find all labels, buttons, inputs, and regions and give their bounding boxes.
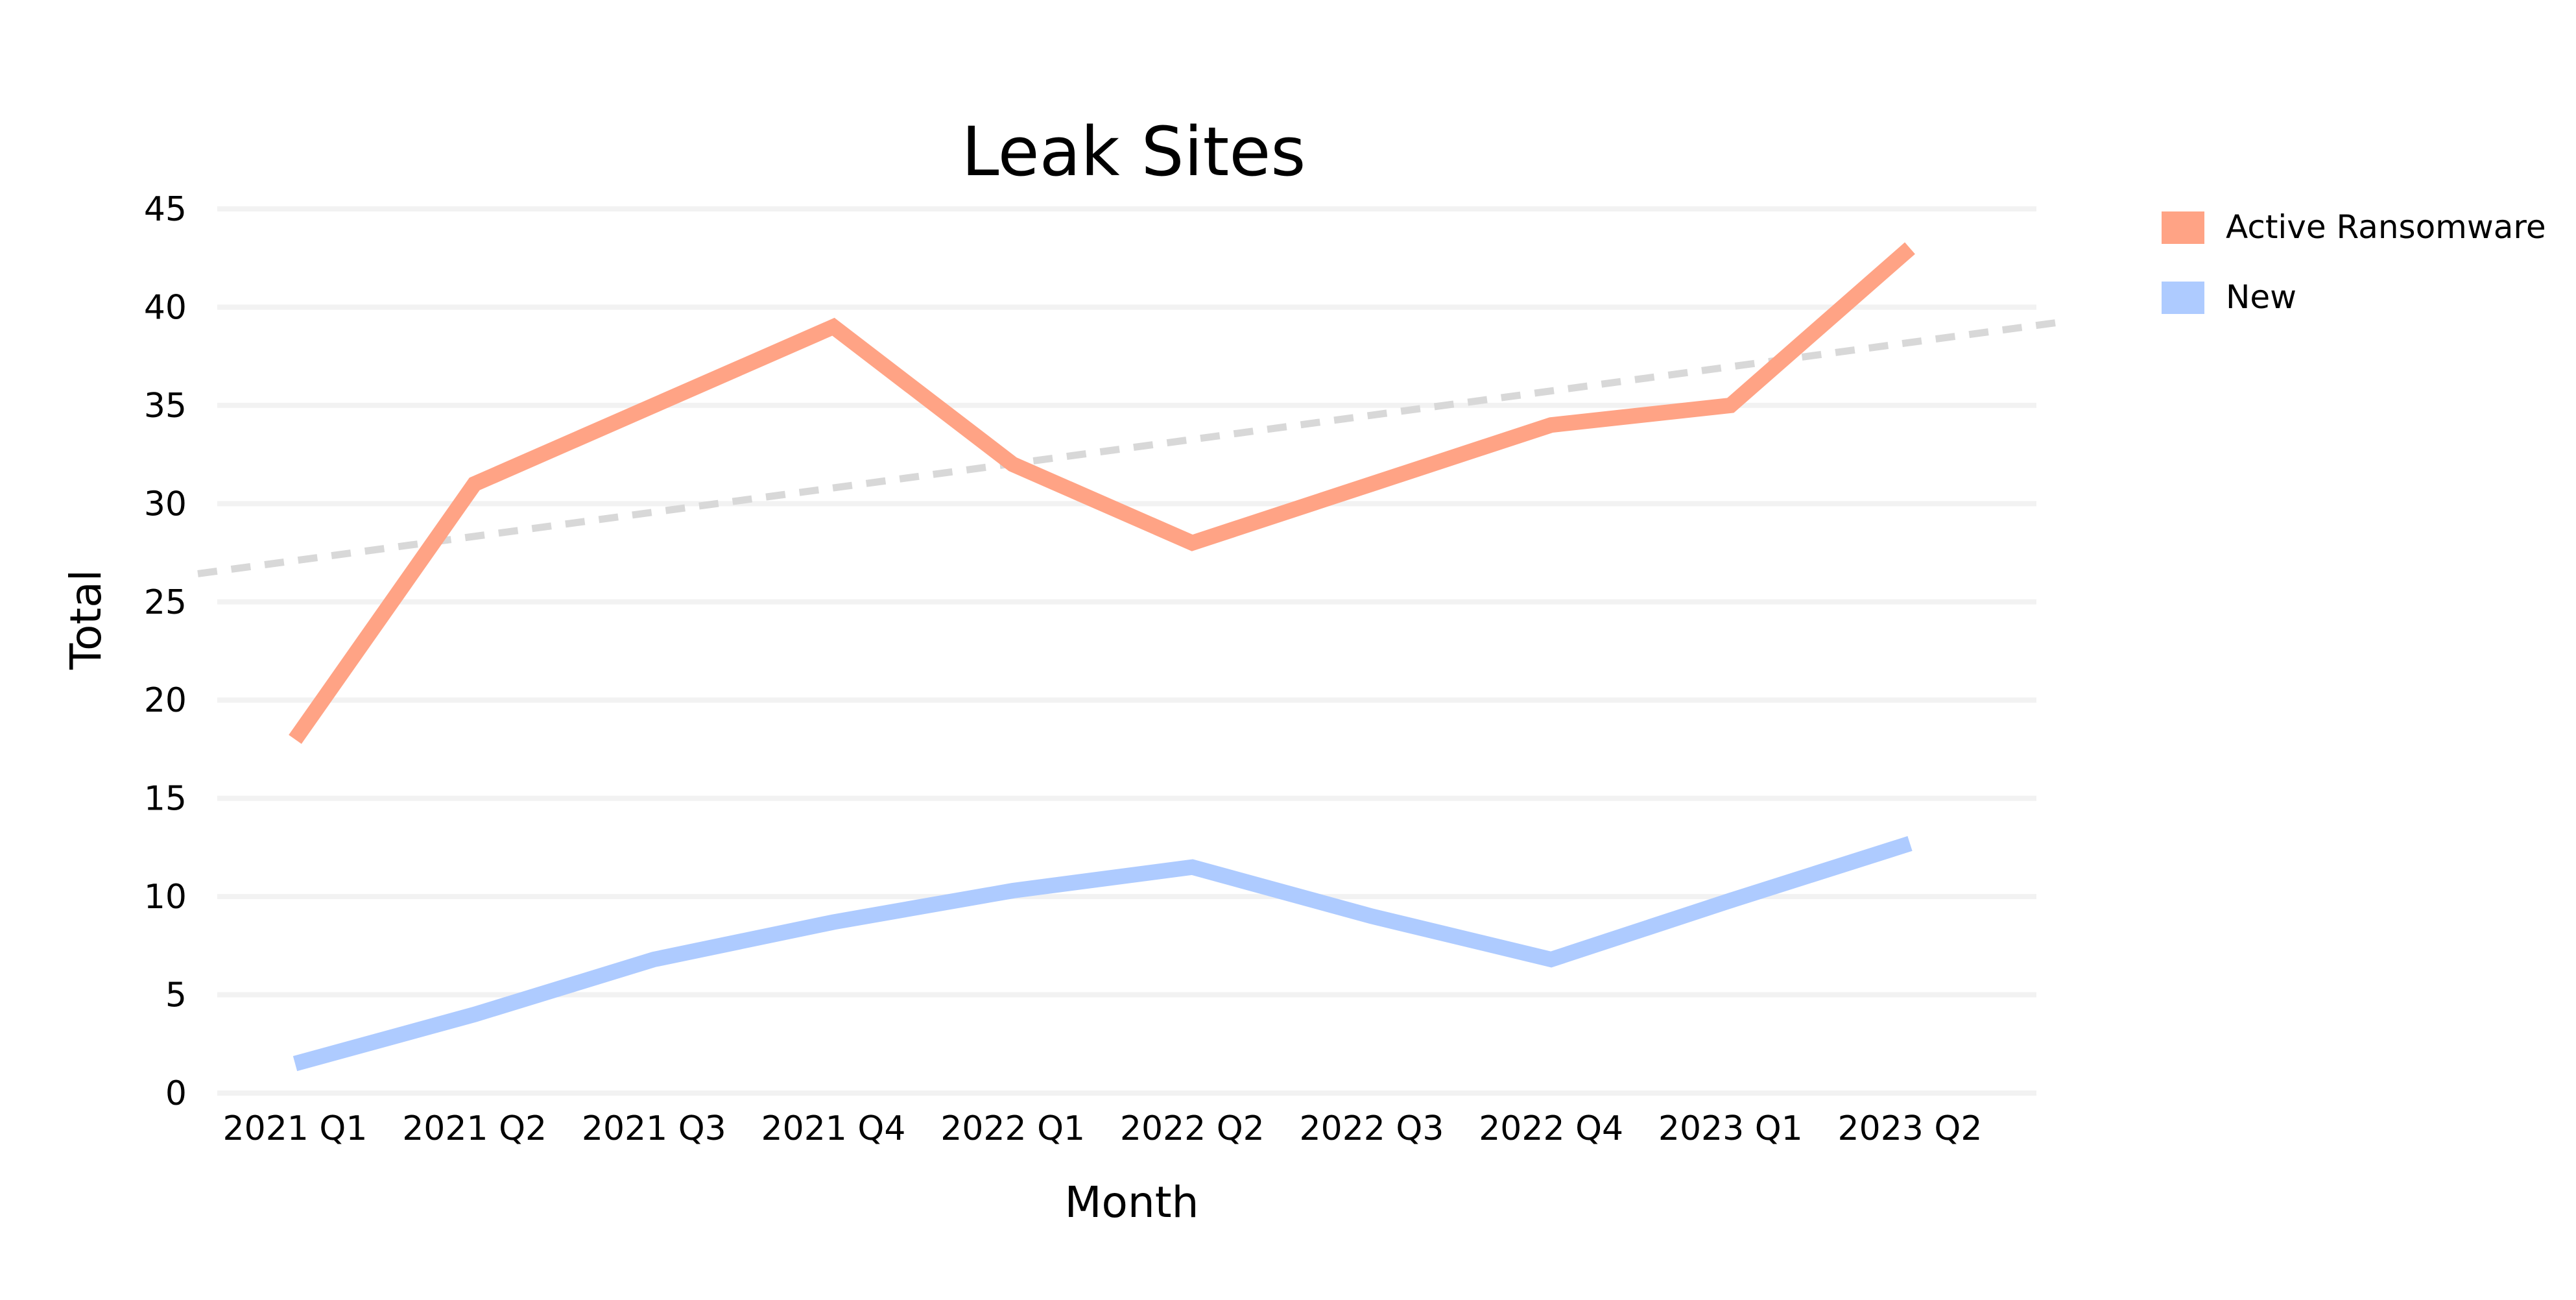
y-tick-label-5: 25 bbox=[144, 583, 187, 622]
legend-swatch-1 bbox=[2162, 282, 2204, 314]
legend-label-0: Active Ransomware bbox=[2226, 208, 2546, 246]
legend: Active Ransomware New bbox=[2162, 208, 2546, 316]
x-tick-label-0: 2021 Q1 bbox=[223, 1109, 368, 1148]
legend-swatch-0 bbox=[2162, 211, 2204, 244]
x-tick-label-5: 2022 Q2 bbox=[1120, 1109, 1265, 1148]
x-tick-label-2: 2021 Q3 bbox=[582, 1109, 726, 1148]
legend-label-1: New bbox=[2226, 278, 2296, 316]
y-tick-label-7: 35 bbox=[144, 387, 187, 426]
y-axis-ticks: 0 5 10 15 20 25 30 35 40 45 bbox=[144, 190, 187, 1113]
x-tick-label-1: 2021 Q2 bbox=[402, 1109, 547, 1148]
trendline bbox=[197, 318, 2066, 577]
y-tick-label-0: 0 bbox=[165, 1074, 187, 1113]
x-axis-label: Month bbox=[1065, 1177, 1199, 1227]
chart-title: Leak Sites bbox=[962, 112, 1306, 191]
series-lines bbox=[289, 242, 1915, 1072]
y-axis-label: Total bbox=[61, 570, 111, 670]
y-tick-label-1: 5 bbox=[165, 976, 187, 1015]
y-tick-label-2: 10 bbox=[144, 878, 187, 917]
x-tick-label-4: 2022 Q1 bbox=[940, 1109, 1085, 1148]
series-line-0 bbox=[289, 242, 1915, 744]
x-tick-label-6: 2022 Q3 bbox=[1300, 1109, 1444, 1148]
x-tick-label-8: 2023 Q1 bbox=[1658, 1109, 1803, 1148]
x-tick-label-9: 2023 Q2 bbox=[1838, 1109, 1983, 1148]
series-line-1 bbox=[292, 836, 1913, 1072]
x-axis-ticks: 2021 Q1 2021 Q2 2021 Q3 2021 Q4 2022 Q1 2022 … bbox=[223, 1109, 1983, 1148]
x-tick-label-7: 2022 Q4 bbox=[1479, 1109, 1623, 1148]
y-tick-label-9: 45 bbox=[144, 190, 187, 229]
y-tick-label-8: 40 bbox=[144, 288, 187, 327]
y-tick-label-4: 20 bbox=[144, 681, 187, 720]
y-tick-label-6: 30 bbox=[144, 485, 187, 524]
gridlines bbox=[217, 206, 2036, 1096]
y-tick-label-3: 15 bbox=[144, 780, 187, 819]
trendline-layer bbox=[197, 318, 2066, 577]
x-tick-label-3: 2021 Q4 bbox=[761, 1109, 906, 1148]
